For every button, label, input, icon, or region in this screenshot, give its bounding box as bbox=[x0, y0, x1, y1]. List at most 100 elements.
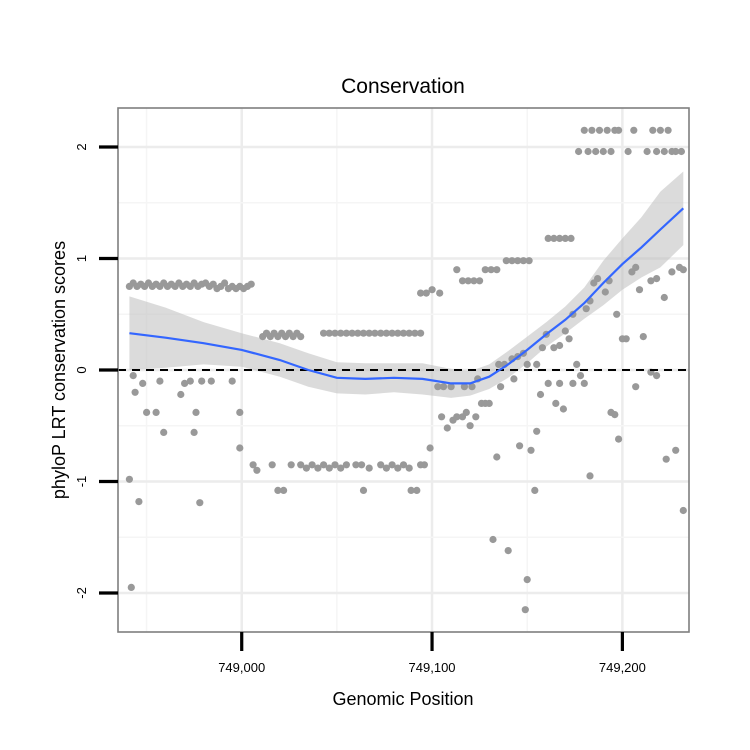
data-point bbox=[405, 329, 413, 337]
data-point bbox=[192, 408, 200, 416]
data-point bbox=[514, 257, 522, 265]
data-point bbox=[302, 464, 310, 472]
data-point bbox=[538, 344, 547, 352]
y-tick-label: 2 bbox=[74, 143, 89, 150]
data-point bbox=[420, 461, 428, 469]
data-point bbox=[470, 277, 478, 285]
data-point bbox=[160, 428, 168, 436]
data-point bbox=[523, 576, 531, 584]
data-point bbox=[556, 341, 564, 350]
data-point bbox=[274, 486, 282, 494]
data-point bbox=[573, 360, 581, 368]
data-point bbox=[143, 408, 151, 416]
data-point bbox=[438, 413, 446, 421]
data-point bbox=[228, 377, 236, 385]
data-point bbox=[576, 372, 585, 380]
data-point bbox=[388, 329, 396, 337]
data-point bbox=[502, 257, 510, 265]
data-point bbox=[236, 408, 244, 416]
data-point bbox=[472, 413, 480, 421]
data-point bbox=[422, 289, 430, 297]
data-point bbox=[125, 475, 133, 483]
confidence-ribbon bbox=[129, 171, 684, 398]
data-point bbox=[660, 293, 668, 302]
data-point bbox=[544, 379, 552, 387]
data-point bbox=[679, 506, 687, 515]
data-point bbox=[337, 464, 345, 472]
data-point bbox=[672, 147, 680, 156]
data-point bbox=[297, 333, 305, 341]
data-point bbox=[181, 379, 189, 387]
data-point bbox=[653, 372, 661, 380]
axis-ticks: 749,000 749,100 749,200 -2 -1 0 1 2 bbox=[74, 143, 646, 675]
data-point bbox=[586, 472, 594, 480]
data-point bbox=[337, 329, 345, 337]
data-point bbox=[462, 408, 470, 416]
data-point bbox=[639, 333, 647, 341]
data-point bbox=[342, 461, 350, 469]
data-point bbox=[468, 383, 476, 391]
data-point bbox=[497, 383, 505, 391]
data-point bbox=[580, 379, 588, 387]
data-point bbox=[567, 234, 575, 242]
data-point bbox=[662, 455, 670, 463]
data-point bbox=[556, 379, 564, 387]
data-point bbox=[453, 413, 461, 421]
data-point bbox=[407, 486, 415, 494]
data-point bbox=[523, 360, 531, 368]
x-tick-label: 749,000 bbox=[218, 660, 265, 675]
data-point bbox=[464, 277, 472, 285]
data-point bbox=[624, 147, 632, 156]
data-point bbox=[354, 329, 362, 337]
data-point bbox=[508, 257, 516, 265]
data-point bbox=[413, 486, 421, 494]
data-point bbox=[196, 499, 204, 507]
data-point bbox=[531, 486, 539, 494]
data-point bbox=[249, 461, 257, 469]
data-point bbox=[485, 399, 493, 407]
data-point bbox=[635, 286, 644, 294]
data-point bbox=[152, 408, 160, 416]
data-point bbox=[186, 377, 194, 385]
data-point bbox=[632, 263, 640, 271]
data-point bbox=[325, 329, 333, 337]
data-point bbox=[359, 486, 368, 494]
data-point bbox=[611, 411, 619, 419]
data-point bbox=[394, 329, 402, 337]
data-point bbox=[487, 266, 495, 274]
data-point bbox=[352, 461, 360, 469]
data-point bbox=[613, 310, 621, 318]
data-point bbox=[677, 147, 686, 156]
data-point bbox=[221, 279, 229, 287]
data-point bbox=[599, 147, 607, 156]
data-point bbox=[236, 444, 244, 452]
data-point bbox=[592, 147, 600, 156]
data-point bbox=[426, 444, 434, 452]
data-point bbox=[601, 288, 609, 296]
data-point bbox=[510, 375, 518, 383]
data-point bbox=[382, 329, 390, 337]
data-point bbox=[584, 147, 592, 156]
confidence-ribbon-layer bbox=[129, 171, 684, 398]
y-tick-label: -1 bbox=[74, 476, 89, 488]
data-point bbox=[453, 266, 461, 274]
data-point bbox=[672, 446, 680, 454]
data-point bbox=[198, 377, 206, 385]
data-point bbox=[607, 147, 615, 156]
data-point bbox=[527, 446, 535, 454]
data-point bbox=[253, 466, 261, 474]
data-point bbox=[314, 464, 322, 472]
data-point bbox=[643, 147, 651, 156]
data-point bbox=[575, 147, 583, 156]
data-point bbox=[622, 335, 630, 343]
data-point bbox=[603, 126, 611, 134]
smooth-fit-line bbox=[129, 207, 685, 385]
data-point bbox=[476, 277, 484, 285]
data-point bbox=[533, 360, 541, 368]
data-point bbox=[519, 257, 528, 265]
data-point bbox=[664, 126, 672, 134]
data-point bbox=[550, 344, 558, 352]
data-point bbox=[630, 126, 638, 134]
data-point bbox=[536, 390, 545, 399]
data-point bbox=[365, 464, 373, 472]
